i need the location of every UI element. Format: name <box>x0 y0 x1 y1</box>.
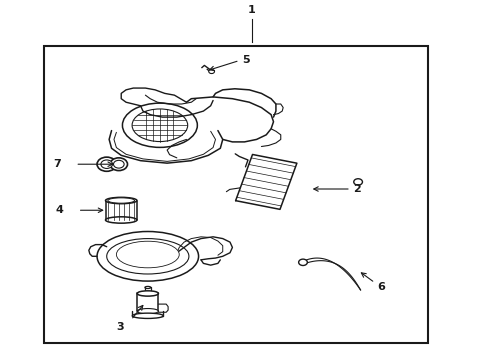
Ellipse shape <box>137 291 158 296</box>
Ellipse shape <box>108 198 134 203</box>
Ellipse shape <box>144 287 150 288</box>
Text: 7: 7 <box>53 159 61 169</box>
Text: 1: 1 <box>247 5 255 15</box>
Circle shape <box>298 259 307 265</box>
Circle shape <box>208 69 214 73</box>
Ellipse shape <box>137 309 158 314</box>
Ellipse shape <box>97 231 198 281</box>
Text: 2: 2 <box>352 184 360 194</box>
Circle shape <box>101 160 112 168</box>
Circle shape <box>97 157 116 171</box>
Ellipse shape <box>116 241 179 268</box>
Ellipse shape <box>105 217 137 223</box>
Text: 4: 4 <box>56 205 64 215</box>
Ellipse shape <box>106 239 188 274</box>
Ellipse shape <box>122 103 197 147</box>
Ellipse shape <box>132 313 163 319</box>
Text: 3: 3 <box>116 322 124 332</box>
Circle shape <box>113 160 124 168</box>
Circle shape <box>110 158 127 171</box>
Circle shape <box>353 179 362 185</box>
Ellipse shape <box>132 109 187 141</box>
Text: 6: 6 <box>377 282 385 292</box>
Text: 5: 5 <box>242 55 249 66</box>
Ellipse shape <box>105 197 137 204</box>
